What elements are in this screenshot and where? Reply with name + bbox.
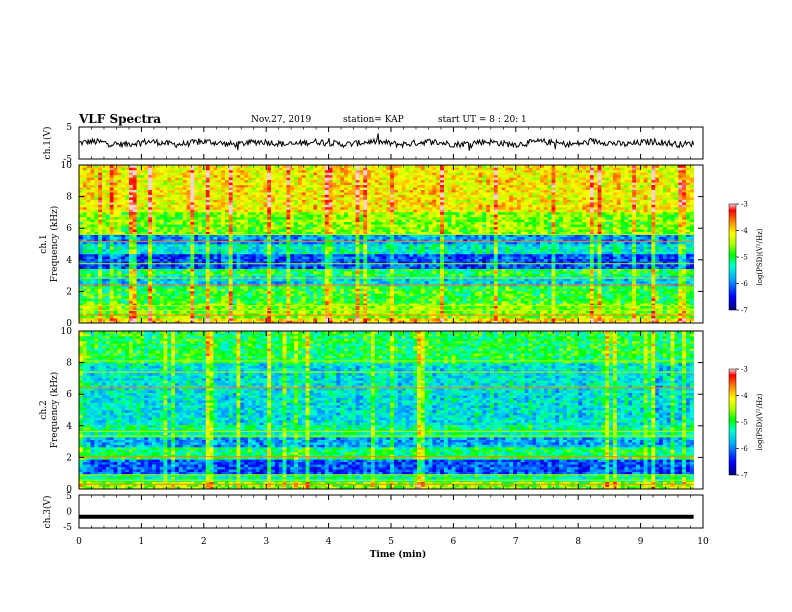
header-start-time: start UT = 8 : 20: 1: [438, 115, 527, 125]
ch1-ytick-bottom: -5: [63, 155, 72, 165]
ch1-ytick-label: 6: [66, 224, 72, 234]
ch1-ytick-top: 5: [66, 123, 72, 133]
header-date: Nov.27, 2019: [251, 115, 312, 125]
ch2-ylabel-frequency: Frequency (kHz): [49, 372, 60, 449]
ch2-ytick-label: 8: [66, 359, 72, 369]
ch2-colorbar-label: log(PSD)(V²/Hz): [756, 393, 764, 450]
x-tick-label: 10: [697, 537, 709, 547]
ch2-ytick-label: 4: [66, 422, 72, 432]
ch2-colorbar: -3 -4 -5 -6 -7 log(PSD)(V²/Hz): [728, 366, 764, 480]
ch1-ytick-label: 10: [61, 161, 73, 171]
ch1-colorbar-tick: -5: [741, 254, 748, 262]
ch2-ytick-label: 10: [61, 327, 73, 337]
ch2-ytick-label: 2: [66, 453, 72, 463]
x-tick-label: 0: [76, 537, 82, 547]
x-tick-label: 8: [575, 537, 581, 547]
ch2-colorbar-tick: -4: [741, 392, 748, 400]
ch1-ytick-label: 4: [66, 256, 72, 266]
ch1-colorbar-tick: -7: [741, 307, 748, 315]
x-tick-label: 5: [388, 537, 394, 547]
ch1-colorbar: -3 -4 -5 -6 -7 log(PSD)(V²/Hz): [728, 201, 764, 315]
x-tick-label: 4: [326, 537, 332, 547]
ch3-ytick-zero: 0: [66, 508, 72, 518]
ch1-colorbar-label: log(PSD)(V²/Hz): [756, 228, 764, 285]
ch1-ytick-label: 2: [66, 287, 72, 297]
x-tick-label: 3: [263, 537, 269, 547]
x-axis-ticks: 0 1 2 3 4 5 6 7 8 9 10 0: [66, 127, 709, 547]
ch1-spectrogram-image: [79, 165, 694, 324]
ch1-colorbar-tick: -6: [741, 280, 748, 288]
ch2-spectrogram-image: [79, 331, 694, 490]
ch2-colorbar-tick: -5: [741, 419, 748, 427]
ch2-colorbar-tick: -7: [741, 472, 748, 480]
ch2-ytick-label: 0: [66, 485, 72, 495]
x-tick-label: 1: [139, 537, 145, 547]
ch1-colorbar-tick: -4: [741, 227, 748, 235]
ch1-ylabel: ch.1(V): [42, 127, 53, 160]
ch2-colorbar-tick: -3: [741, 366, 748, 374]
ch3-ylabel: ch.3(V): [42, 496, 53, 529]
ch1-ytick-label: 8: [66, 193, 72, 203]
ch2-spectrogram-panel: 0 2 4 6 8 10 ch.2 Frequency (kHz): [39, 327, 704, 495]
ch1-colorbar-tick: -3: [741, 201, 748, 209]
ch1-waveform-line: [79, 133, 695, 151]
header-station: station= KAP: [343, 115, 404, 125]
ch2-ytick-label: 6: [66, 390, 72, 400]
x-tick-label: 7: [513, 537, 519, 547]
x-axis-label: Time (min): [370, 549, 427, 560]
ch1-ytick-label: 0: [66, 319, 72, 329]
ch1-spectrogram-panel: 0 2 4 6 8 10 ch.1 Frequency (kHz): [39, 161, 704, 329]
ch1-waveform-panel: 5 -5 ch.1(V): [42, 123, 704, 165]
ch1-ylabel-frequency: Frequency (kHz): [49, 206, 60, 283]
ch3-ytick-top: 5: [66, 492, 72, 502]
ch3-ytick-bottom: -5: [63, 523, 72, 533]
x-tick-label: 2: [201, 537, 207, 547]
ch2-ylabel-channel: ch.2: [39, 400, 49, 419]
x-tick-label: 6: [451, 537, 457, 547]
x-tick-label: 9: [638, 537, 644, 547]
figure-title: VLF Spectra: [78, 112, 161, 126]
ch1-ylabel-channel: ch.1: [39, 234, 49, 253]
ch2-colorbar-tick: -6: [741, 445, 748, 453]
